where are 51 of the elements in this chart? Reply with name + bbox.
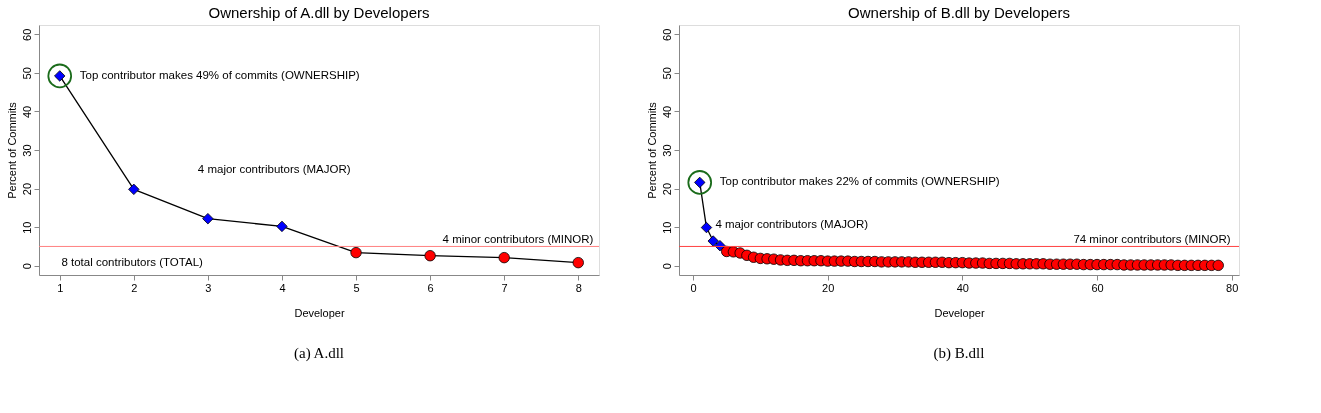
x-tick-label: 2 (131, 281, 138, 294)
y-tick-label: 10 (20, 221, 33, 234)
x-tick-label: 4 (279, 281, 286, 294)
point (498, 252, 510, 264)
point (424, 250, 436, 262)
x-tick-label: 5 (353, 281, 360, 294)
y-axis-title: Percent of Commits (645, 101, 658, 199)
y-tick-label: 0 (20, 263, 33, 270)
y-tick-label: 60 (20, 28, 33, 41)
point (276, 220, 288, 233)
point (350, 246, 362, 259)
annotation: 4 major contributors (MAJOR) (715, 218, 869, 230)
x-tick-label: 80 (1226, 281, 1239, 294)
annotation: Top contributor makes 49% of commits (OWNERSHIP) (79, 68, 360, 81)
annotation: 4 major contributors (MAJOR) (197, 163, 351, 175)
point (700, 221, 713, 234)
annotation: Top contributor makes 22% of commits (OWNERSHIP) (719, 175, 1000, 188)
y-tick-label: 50 (20, 67, 33, 80)
y-tick-label: 60 (660, 28, 673, 41)
annotation: 8 total contributors (TOTAL) (61, 255, 204, 268)
point (707, 235, 719, 247)
x-tick-label: 3 (205, 281, 212, 294)
y-tick-label: 10 (660, 221, 673, 234)
x-tick-label: 8 (575, 281, 582, 294)
y-axis-title: Percent of Commits (5, 101, 18, 199)
x-tick-label: 7 (501, 281, 508, 294)
chart-title: Ownership of A.dll by Developers (208, 4, 430, 21)
point (572, 257, 584, 269)
y-tick-label: 40 (20, 105, 33, 119)
chart-title: Ownership of B.dll by Developers (848, 4, 1070, 21)
x-tick-label: 0 (690, 281, 697, 294)
y-tick-label: 40 (660, 105, 673, 119)
y-tick-label: 20 (660, 182, 673, 196)
point (128, 183, 140, 195)
x-tick-label: 6 (427, 281, 434, 294)
x-tick-label: 20 (822, 281, 835, 294)
x-tick-label: 60 (1091, 281, 1104, 294)
x-tick-label: 1 (57, 281, 64, 294)
annotation: 74 minor contributors (MINOR) (1073, 233, 1231, 245)
y-tick-label: 30 (660, 144, 673, 157)
annotation: 4 minor contributors (MINOR) (442, 233, 594, 245)
text: (b) B.dll (933, 345, 985, 362)
text: (a) A.dll (294, 345, 344, 362)
y-tick-label: 20 (20, 182, 33, 196)
y-tick-label: 0 (660, 263, 673, 270)
y-tick-label: 50 (660, 67, 673, 80)
x-tick-label: 40 (956, 281, 969, 294)
x-axis-title: Developer (934, 306, 985, 319)
x-axis-title: Developer (294, 306, 345, 319)
point (202, 213, 214, 225)
y-tick-label: 30 (20, 144, 33, 157)
